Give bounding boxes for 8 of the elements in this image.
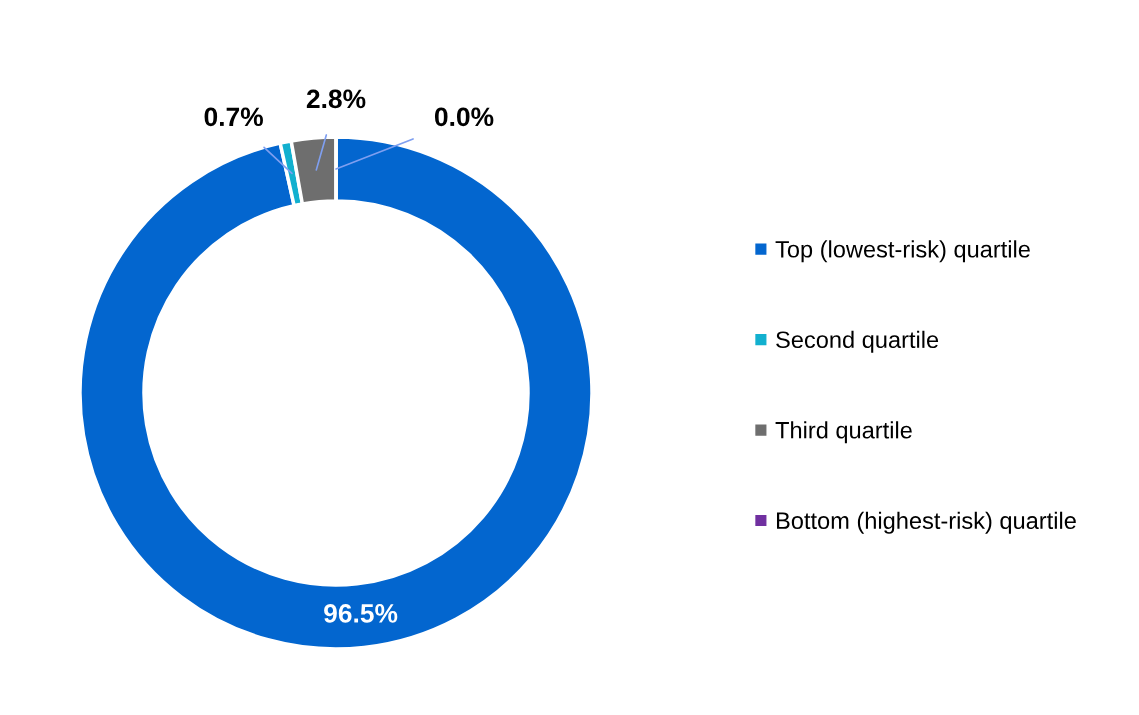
legend-label: Second quartile bbox=[776, 330, 939, 353]
legend-label: Top (lowest-risk) quartile bbox=[775, 240, 1030, 263]
data-label: 0.7% bbox=[204, 107, 263, 127]
data-label: 2.8% bbox=[306, 89, 366, 109]
legend-label: Third quartile bbox=[775, 421, 912, 444]
text: 0.0% bbox=[434, 107, 494, 127]
data-label: 96.5% bbox=[324, 604, 398, 623]
legend-label: Bottom (highest-risk) quartile bbox=[776, 511, 1076, 534]
